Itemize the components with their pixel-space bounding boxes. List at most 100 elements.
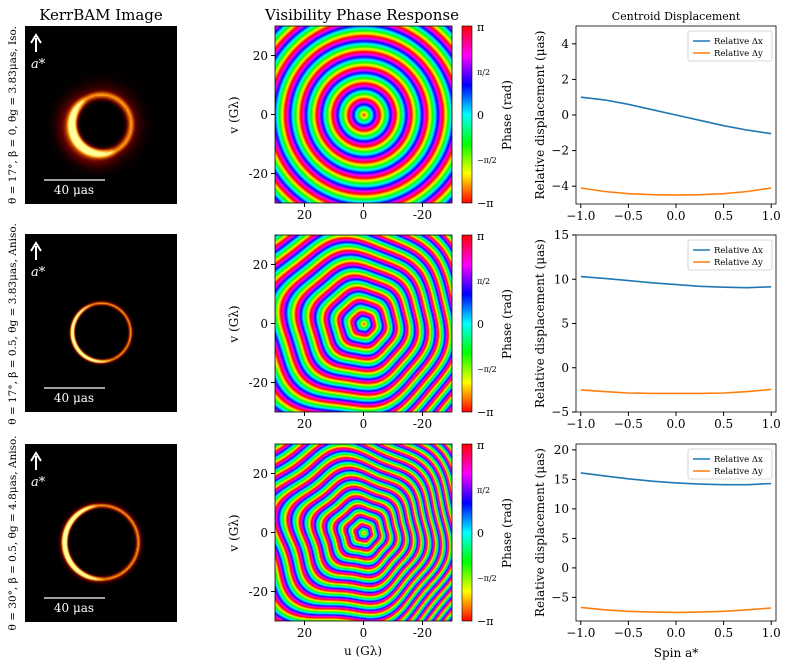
y-tick-label: 0 [561,561,569,575]
x-tick-label: -20 [413,417,432,431]
series-line [580,275,772,289]
colorbar-tick-zero: 0 [477,109,484,122]
y-tick-label: 5 [561,531,569,545]
y-tick-label: 5 [561,317,569,331]
scale-bar-label: 40 μas [54,183,94,197]
centroid-chart-0: −1.0 −0.5 0.0 0.5 1.0 −4 −2 0 2 4 Relative displac… [533,25,781,223]
x-tick-label: -20 [413,208,432,222]
phase-map-image [275,235,452,412]
row-1: θ = 17°, β = 0.5, θg = 3.83μas, Aniso. a… [7,223,781,431]
y-tick-label: −2 [551,144,569,158]
spin-arrow-icon [30,241,42,260]
x-tick-label: 1.0 [762,417,781,431]
y-tick-label: -20 [249,376,268,390]
x-tick-label: −0.5 [614,417,643,431]
v-axis-label: v (Gλ) [227,305,241,343]
y-tick-label: −4 [551,179,569,193]
y-tick-label: 10 [554,272,569,286]
colorbar-tick-pi: π [477,21,484,34]
kerrbam-image-panel: a* 40 μas [25,444,177,622]
colorbar-tick-neg-pi-half: −π/2 [477,574,497,583]
x-tick-label: −1.0 [566,626,595,640]
spin-arrow-icon [30,33,42,52]
x-tick-label: 1.0 [762,209,781,223]
phase-panel: 20 0 -20 20 0 -20 v (Gλ) π π/2 0 −π/2 −π… [227,230,514,431]
y-axis-label: Relative displacement (μas) [533,239,547,408]
y-tick-label: -20 [249,585,268,599]
colorbar-tick-zero: 0 [477,527,484,540]
colorbar-tick-pi-half: π/2 [477,68,490,77]
spin-label: a* [31,57,46,72]
scale-bar-label: 40 μas [54,601,94,615]
colorbar-tick-neg-pi: −π [477,615,493,628]
row-label: θ = 17°, β = 0, θg = 3.83μas, Iso. [7,26,19,204]
scale-bar-label: 40 μas [54,391,94,405]
spin-arrow-icon [30,451,42,470]
x-tick-label: -20 [413,626,432,640]
y-tick-label: 0 [260,108,268,122]
y-tick-label: −5 [551,405,569,419]
x-tick-label: 0.5 [714,626,733,640]
x-tick-label: 1.0 [762,626,781,640]
series-line [580,187,772,196]
spin-label: a* [31,265,46,280]
legend-label: Relative Δx [714,37,763,47]
v-axis-label: v (Gλ) [227,96,241,134]
y-tick-label: 10 [554,502,569,516]
x-tick-label: 0.5 [714,209,733,223]
colorbar-tick-neg-pi: −π [477,406,493,419]
x-tick-label: 20 [297,208,312,222]
series-line [580,606,772,614]
phase-panel: 20 0 -20 20 0 -20 v (Gλ) π π/2 0 −π/2 −π… [227,21,514,222]
phase-map-image [275,26,452,203]
series-line [580,96,772,135]
y-tick-label: 0 [561,108,569,122]
legend-label: Relative Δy [714,258,763,268]
legend-label: Relative Δy [714,49,763,59]
title-kerrbam-image: KerrBAM Image [39,6,163,24]
centroid-chart-1: −1.0 −0.5 0.0 0.5 1.0 −5 0 5 10 15 Relative displa… [533,228,781,431]
y-tick-label: 20 [253,258,268,272]
y-tick-label: 20 [253,49,268,63]
x-tick-label: 0.0 [666,209,685,223]
black-hole-image [25,234,177,412]
x-tick-label: −0.5 [614,626,643,640]
u-axis-label: u (Gλ) [344,644,382,658]
phase-panel: 20 0 -20 20 0 -20 v (Gλ) π π/2 0 −π/2 −π… [227,439,514,640]
y-tick-label: 0 [260,526,268,540]
y-tick-label: −5 [551,590,569,604]
y-axis-label: Relative displacement (μas) [533,448,547,617]
y-tick-label: 15 [554,228,569,242]
colorbar [461,25,473,204]
kerrbam-image-panel: a* 40 μas [25,26,177,204]
x-tick-label: 0 [360,208,368,222]
colorbar-label: Phase (rad) [500,498,514,568]
x-tick-label: −1.0 [566,417,595,431]
row-2: θ = 30°, β = 0.5, θg = 4.8μas, Aniso. a*… [7,436,781,640]
title-visibility-phase: Visibility Phase Response [264,6,459,24]
colorbar-tick-pi-half: π/2 [477,277,490,286]
y-tick-label: 2 [561,72,569,86]
y-axis-label: Relative displacement (μas) [533,31,547,200]
y-tick-label: -20 [249,167,268,181]
black-hole-image [25,444,177,622]
legend-label: Relative Δx [714,455,763,465]
series-line [580,388,772,395]
row-0: θ = 17°, β = 0, θg = 3.83μas, Iso. a* 40… [7,21,781,223]
colorbar-label: Phase (rad) [500,289,514,359]
y-tick-label: 4 [561,37,569,51]
y-tick-label: 0 [561,361,569,375]
spin-axis-label: Spin a* [654,646,698,660]
title-centroid-displacement: Centroid Displacement [612,10,741,23]
colorbar-tick-neg-pi-half: −π/2 [477,365,497,374]
colorbar-tick-pi-half: π/2 [477,486,490,495]
x-tick-label: 0.0 [666,417,685,431]
colorbar-label: Phase (rad) [500,80,514,150]
centroid-chart-2: −1.0 −0.5 0.0 0.5 1.0 −5 0 5 10 15 20 Relative disp… [533,443,781,640]
y-tick-label: 15 [554,472,569,486]
series-line [580,472,772,486]
x-tick-label: −0.5 [614,209,643,223]
row-label: θ = 30°, β = 0.5, θg = 4.8μas, Aniso. [7,436,19,631]
x-tick-label: 0 [360,626,368,640]
y-tick-label: 0 [260,317,268,331]
